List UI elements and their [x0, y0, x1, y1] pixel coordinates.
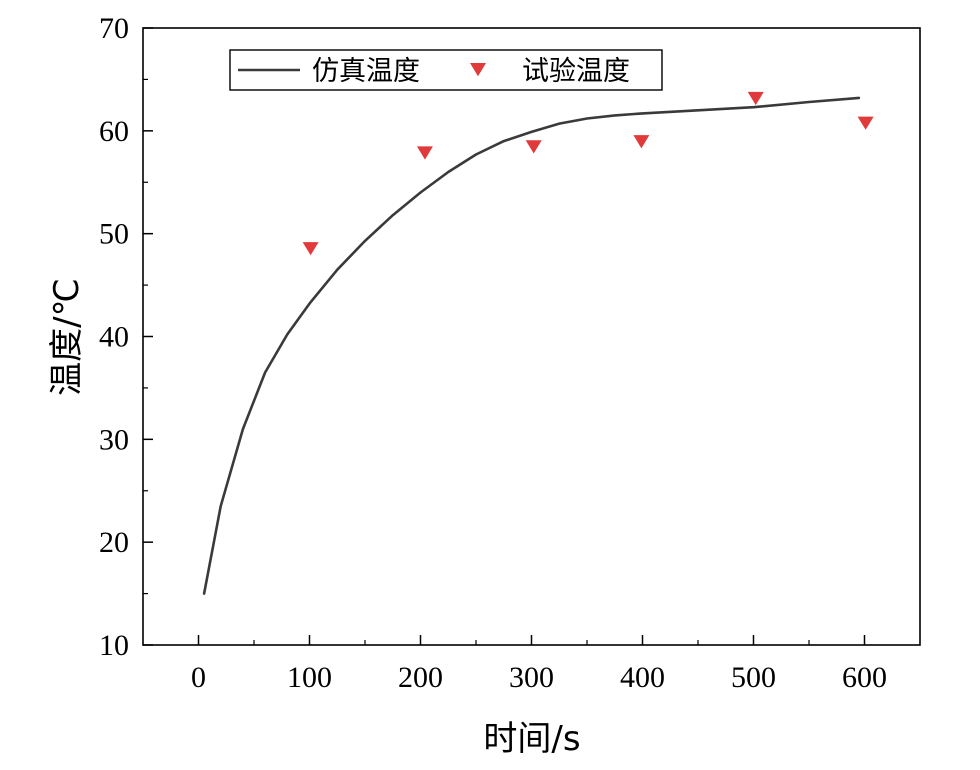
- x-tick-label: 0: [191, 661, 206, 694]
- experiment-point: [525, 140, 542, 154]
- x-tick-label: 300: [509, 661, 554, 694]
- y-tick-label: 60: [99, 115, 129, 148]
- legend-box: [229, 49, 663, 91]
- experiment-point: [416, 146, 433, 160]
- x-tick-label: 400: [620, 661, 665, 694]
- y-tick-label: 50: [99, 218, 129, 251]
- ticks: [143, 27, 866, 646]
- x-tick-label: 100: [287, 661, 332, 694]
- legend-label-simulation: 仿真温度: [312, 56, 420, 87]
- series-layer: [202, 91, 874, 595]
- y-tick-label: 20: [99, 526, 129, 559]
- y-tick-label: 70: [99, 12, 129, 45]
- legend-label-experiment: 试验温度: [522, 56, 630, 87]
- experiment-point: [302, 242, 319, 256]
- x-tick-label: 600: [842, 661, 887, 694]
- legend-marker-swatch: [470, 63, 486, 77]
- y-axis-title: 温度/℃: [47, 278, 87, 396]
- experiment-point: [747, 91, 764, 106]
- legend: 仿真温度 试验温度: [229, 49, 663, 91]
- y-tick-label: 40: [99, 321, 129, 354]
- x-tick-label: 200: [398, 661, 443, 694]
- y-tick-label: 10: [99, 629, 129, 662]
- experiment-point: [857, 116, 874, 130]
- simulation-line: [202, 96, 861, 595]
- y-tick-label: 30: [99, 423, 129, 456]
- experiment-point: [633, 135, 650, 149]
- x-tick-label: 500: [731, 661, 776, 694]
- x-axis-title: 时间/s: [483, 719, 580, 759]
- tick-labels: 0 100 200 300 400 500 600 10 20 30 40 50 60 70: [99, 12, 887, 694]
